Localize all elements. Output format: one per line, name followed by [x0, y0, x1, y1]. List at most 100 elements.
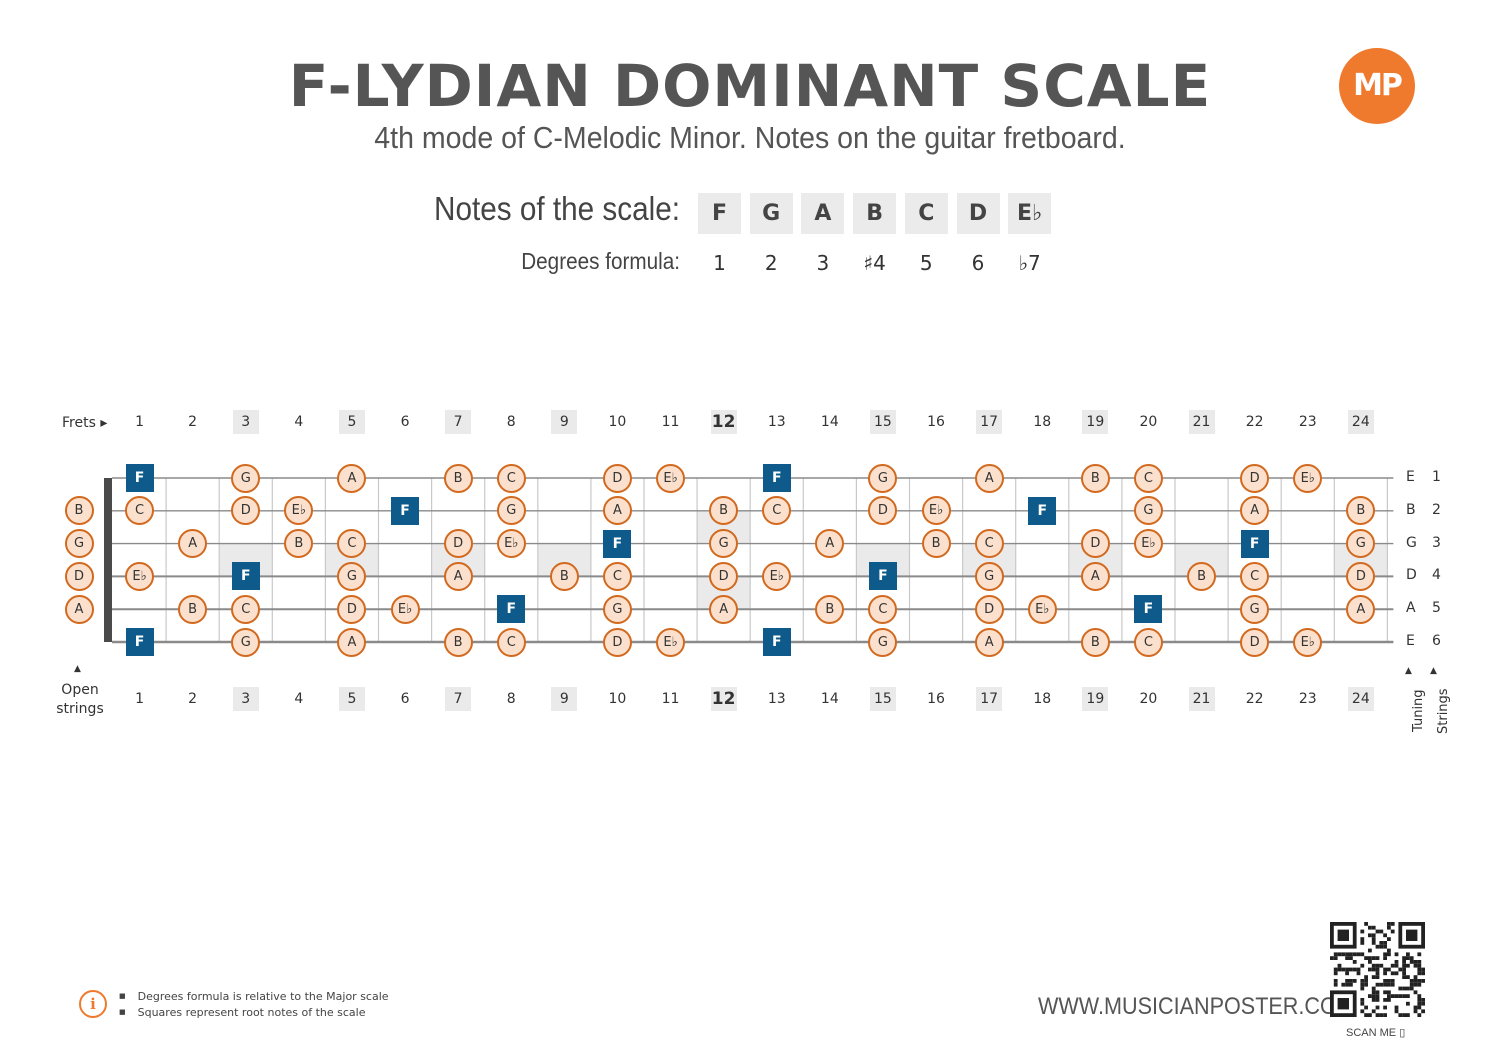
scale-note-circle: G [337, 561, 367, 591]
qr-module [1398, 994, 1403, 998]
qr-module [1413, 975, 1418, 979]
qr-module [1368, 925, 1372, 930]
qr-module [1413, 960, 1418, 964]
scale-note-circle: C [1133, 627, 1163, 657]
page-subtitle: 4th mode of C-Melodic Minor. Notes on th… [374, 120, 1126, 155]
qr-module [1402, 975, 1406, 979]
qr-module [1330, 956, 1334, 960]
qr-module [1371, 1009, 1376, 1014]
string-tuning: E [1406, 633, 1415, 649]
fret-number: 2 [188, 414, 198, 430]
qr-module [1360, 982, 1365, 987]
fret-number: 7 [445, 687, 472, 711]
scan-me-label: SCAN ME ▯ [1346, 1026, 1405, 1039]
scale-note-circle: B [1080, 463, 1110, 493]
open-string-note: G [64, 529, 94, 559]
string-number: 3 [1432, 534, 1441, 551]
root-note-square: F [868, 562, 897, 591]
root-note-square: F [125, 628, 154, 656]
qr-module [1383, 956, 1387, 960]
qr-module [1394, 971, 1399, 976]
website-link[interactable]: WWW.MUSICIANPOSTER.COM [1038, 993, 1355, 1020]
qr-module [1421, 967, 1425, 972]
scale-note-circle: A [337, 463, 367, 493]
qr-module [1406, 975, 1410, 979]
scale-note-circle: G [496, 496, 526, 526]
qr-module [1368, 956, 1372, 960]
qr-module [1383, 971, 1387, 976]
qr-module [1398, 1013, 1403, 1017]
open-string-note: D [64, 561, 94, 591]
qr-module [1360, 929, 1365, 934]
strings-label: Strings [1436, 688, 1451, 734]
qr-module [1364, 1005, 1368, 1010]
qr-module [1383, 979, 1387, 983]
fret-number: 4 [294, 414, 304, 430]
scale-note-circle: B [549, 561, 579, 591]
qr-module [1364, 975, 1368, 979]
qr-module [1360, 963, 1365, 968]
qr-module [1364, 979, 1368, 983]
open-strings-label: Open strings [56, 682, 104, 717]
scale-note-circle: C [337, 529, 367, 559]
scale-note-circle: E♭ [1293, 463, 1323, 493]
qr-code[interactable] [1330, 922, 1425, 1017]
root-note-square: F [391, 496, 420, 525]
fret-number: 11 [661, 414, 680, 430]
fret-number: 6 [400, 414, 410, 430]
qr-module [1345, 967, 1349, 972]
qr-module [1375, 982, 1380, 987]
qr-module [1387, 952, 1391, 957]
qr-module [1368, 960, 1372, 964]
scale-note-circle: G [868, 627, 898, 657]
qr-module [1402, 967, 1406, 972]
qr-module [1413, 982, 1418, 987]
qr-module [1349, 979, 1353, 983]
scale-note-circle: B [443, 627, 473, 657]
scale-note-circle: D [1346, 561, 1376, 591]
fret-number: 10 [608, 414, 627, 430]
qr-module [1421, 1001, 1425, 1006]
qr-finder [1337, 998, 1349, 1010]
scale-note-circle: E♭ [125, 561, 155, 591]
qr-module [1337, 963, 1342, 968]
fret-number: 22 [1245, 691, 1264, 707]
qr-module [1333, 952, 1338, 957]
scale-note-circle: E♭ [284, 496, 314, 526]
fret-number: 3 [232, 687, 259, 711]
qr-module [1387, 922, 1391, 926]
qr-module [1364, 1013, 1368, 1017]
scale-note-box: G [749, 193, 793, 234]
string-number: 2 [1432, 501, 1441, 518]
scale-note-circle: D [231, 496, 261, 526]
qr-module [1387, 979, 1391, 983]
fret-number: 19 [1082, 687, 1109, 711]
root-note-square: F [1240, 529, 1269, 558]
scale-note-circle: D [974, 594, 1004, 624]
qr-module [1390, 929, 1395, 934]
root-note-square: F [762, 628, 791, 656]
scale-note-circle: C [974, 529, 1004, 559]
qr-module [1409, 960, 1414, 964]
qr-module [1379, 963, 1384, 968]
root-note-square: F [497, 595, 526, 624]
scale-note-circle: D [1240, 627, 1270, 657]
qr-module [1333, 967, 1338, 972]
scale-note-circle: D [337, 594, 367, 624]
scale-note-circle: D [709, 561, 739, 591]
fret-number: 3 [232, 410, 259, 434]
scale-note-box: F [698, 193, 741, 234]
musicianposter-logo[interactable]: MP [1339, 48, 1415, 124]
qr-module [1375, 967, 1380, 972]
string-tuning: D [1406, 567, 1417, 584]
qr-module [1402, 1013, 1406, 1017]
footnote-degrees: Degrees formula is relative to the Major… [119, 990, 389, 1003]
qr-module [1409, 979, 1414, 983]
scale-note-circle: D [1080, 529, 1110, 559]
fret-number: 8 [506, 414, 516, 430]
notes-of-scale-label: Notes of the scale: [434, 190, 680, 227]
scale-degree: 5 [919, 251, 933, 275]
qr-module [1421, 979, 1425, 983]
qr-module [1337, 952, 1342, 957]
